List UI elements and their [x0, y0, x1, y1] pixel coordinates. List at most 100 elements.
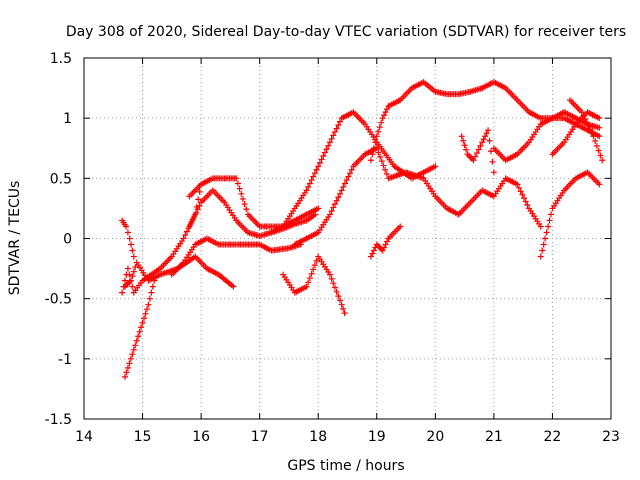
data-point	[233, 175, 240, 182]
data-point	[378, 158, 385, 165]
data-point	[470, 157, 477, 164]
data-point	[369, 151, 376, 158]
data-point	[515, 184, 522, 191]
data-point	[121, 373, 128, 380]
series-arc-10	[280, 253, 348, 317]
data-point	[306, 275, 313, 282]
data-point	[239, 195, 246, 202]
data-point	[546, 217, 553, 224]
series-arc-18	[549, 109, 603, 158]
data-point	[310, 266, 317, 273]
data-point	[196, 202, 203, 209]
data-point	[142, 310, 149, 317]
data-point	[487, 148, 494, 155]
data-point	[596, 181, 603, 188]
data-point	[124, 229, 131, 236]
data-point	[382, 166, 389, 173]
data-point	[596, 115, 603, 122]
data-point	[321, 149, 328, 156]
data-point	[234, 180, 241, 187]
data-point	[148, 289, 155, 296]
data-point	[580, 112, 587, 119]
data-point	[311, 170, 318, 177]
data-point	[129, 247, 136, 254]
x-tick-label: 21	[485, 429, 503, 445]
data-point	[540, 241, 547, 248]
y-tick-label: 1	[63, 111, 72, 127]
data-point	[524, 201, 531, 208]
data-point	[372, 139, 379, 146]
data-point	[543, 229, 550, 236]
data-point	[330, 132, 337, 139]
x-tick-label: 23	[602, 429, 620, 445]
data-point	[333, 197, 340, 204]
data-point	[333, 288, 340, 295]
data-point	[326, 211, 333, 218]
data-point	[188, 220, 195, 227]
data-point	[463, 146, 470, 153]
data-point	[331, 201, 338, 208]
data-point	[336, 297, 343, 304]
data-point	[367, 157, 374, 164]
data-point	[336, 190, 343, 197]
data-point	[123, 369, 130, 376]
data-point	[514, 181, 521, 188]
data-point	[328, 275, 335, 282]
data-point	[123, 223, 130, 230]
data-point	[126, 235, 133, 242]
data-point	[149, 283, 156, 290]
data-point	[378, 119, 385, 126]
data-point	[369, 250, 376, 257]
data-point	[583, 119, 590, 126]
data-point	[338, 187, 345, 194]
y-tick-label: 0.5	[50, 171, 72, 187]
series-arc-3	[186, 187, 319, 240]
data-point	[343, 177, 350, 184]
data-point	[482, 133, 489, 140]
y-tick-label: -1	[58, 352, 72, 368]
data-point	[381, 112, 388, 119]
data-point	[146, 295, 153, 302]
data-point	[138, 324, 145, 331]
series-arc-12	[367, 223, 404, 260]
data-point	[119, 289, 126, 296]
data-point	[320, 152, 327, 159]
data-point	[588, 129, 595, 136]
data-point	[189, 216, 196, 223]
data-point	[121, 277, 128, 284]
data-point	[130, 253, 137, 260]
data-point	[547, 211, 554, 218]
data-point	[377, 153, 384, 160]
data-point	[129, 283, 136, 290]
data-point	[191, 213, 198, 220]
x-axis-label: GPS time / hours	[287, 458, 404, 474]
data-point	[133, 337, 140, 344]
data-point	[128, 241, 135, 248]
data-point	[143, 306, 150, 313]
data-point	[311, 262, 318, 269]
data-point	[596, 133, 603, 140]
data-point	[310, 173, 317, 180]
data-point	[328, 207, 335, 214]
data-point	[315, 205, 322, 212]
data-point	[335, 122, 342, 129]
data-point	[141, 315, 148, 322]
data-point	[485, 127, 492, 134]
data-point	[313, 257, 320, 264]
data-point	[432, 163, 439, 170]
data-points	[119, 79, 606, 380]
data-point	[331, 128, 338, 135]
data-point	[460, 137, 467, 144]
data-point	[382, 109, 389, 116]
data-point	[313, 166, 320, 173]
data-point	[127, 355, 134, 362]
data-point	[243, 206, 250, 213]
data-point	[330, 280, 337, 287]
x-tick-label: 19	[368, 429, 386, 445]
data-point	[230, 283, 237, 290]
data-point	[597, 152, 604, 159]
data-point	[587, 126, 594, 133]
data-point	[196, 188, 203, 195]
data-point	[303, 187, 310, 194]
series-arc-11	[367, 79, 486, 164]
